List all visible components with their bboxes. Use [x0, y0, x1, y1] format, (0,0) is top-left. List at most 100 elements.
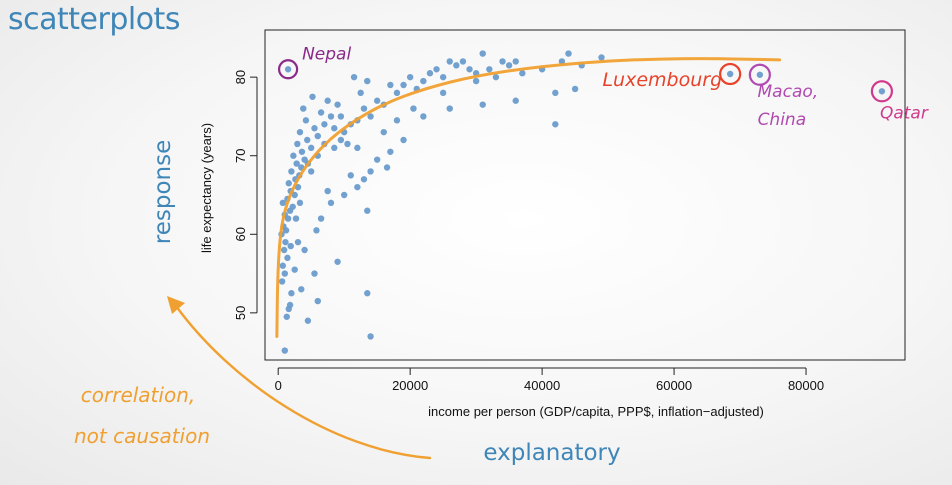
data-point	[324, 187, 331, 195]
trend-curve-group	[275, 57, 782, 338]
data-point	[317, 215, 325, 222]
data-point	[317, 109, 325, 116]
data-point	[301, 246, 308, 254]
data-point	[281, 347, 288, 354]
data-point	[446, 58, 453, 65]
data-point	[314, 297, 321, 305]
data-point	[459, 58, 467, 65]
data-point	[288, 168, 295, 175]
data-point	[439, 73, 447, 81]
data-point	[357, 89, 364, 97]
data-point	[307, 168, 315, 175]
data-points-group	[278, 50, 886, 354]
data-point	[387, 81, 394, 89]
data-point	[598, 54, 605, 61]
data-point	[281, 270, 288, 277]
data-point	[400, 81, 407, 89]
data-point	[288, 290, 295, 297]
data-point	[289, 203, 296, 210]
data-point	[280, 246, 288, 254]
x-tick-label: 40000	[524, 378, 560, 393]
data-point	[420, 113, 427, 120]
data-point	[387, 148, 394, 155]
x-tick-label: 0	[275, 378, 282, 393]
data-point	[324, 97, 331, 104]
data-point	[756, 71, 764, 78]
x-tick-label: 60000	[656, 378, 692, 393]
data-point	[293, 160, 300, 167]
x-axis-label: income per person (GDP/capita, PPP$, inf…	[428, 404, 764, 419]
correlation-arrowhead-icon	[167, 296, 185, 314]
data-point	[393, 89, 401, 97]
data-point	[726, 70, 734, 78]
data-point	[354, 183, 361, 191]
data-point	[367, 113, 374, 120]
data-point	[298, 148, 306, 155]
data-point	[290, 152, 297, 159]
data-point	[311, 270, 318, 277]
data-point	[354, 144, 361, 152]
data-point	[292, 215, 300, 222]
data-point	[486, 66, 493, 73]
explanatory-label: explanatory	[483, 440, 620, 466]
data-point	[283, 313, 290, 320]
data-point	[279, 262, 287, 269]
data-point	[278, 278, 286, 285]
y-tick-label: 80	[233, 70, 248, 84]
data-point	[558, 58, 566, 65]
data-point	[565, 50, 572, 57]
data-point	[321, 121, 328, 128]
annotation-label: Nepal	[302, 44, 351, 64]
y-axis-label: life expectancy (years)	[199, 123, 214, 253]
data-point	[466, 66, 473, 73]
plot-frame-group: 0 20000 40000 60000 80000 50 60 70 80	[233, 29, 906, 393]
highlight-ring	[277, 59, 299, 80]
data-point	[309, 93, 316, 100]
data-point	[298, 286, 305, 293]
data-point	[304, 317, 312, 324]
data-point	[294, 238, 302, 246]
data-point	[302, 117, 310, 124]
data-point	[878, 88, 886, 95]
data-point	[296, 128, 304, 136]
data-point	[284, 254, 291, 262]
annotation-label: China	[758, 110, 807, 130]
data-point	[406, 73, 414, 81]
data-point	[347, 172, 354, 179]
annotation-label: Qatar	[880, 103, 929, 123]
data-point	[327, 199, 335, 207]
data-point	[331, 125, 338, 132]
data-point	[364, 77, 371, 85]
data-point	[552, 89, 559, 97]
data-point	[304, 136, 311, 144]
data-point	[291, 266, 298, 273]
data-point	[337, 113, 345, 120]
data-point	[426, 70, 434, 77]
data-point	[331, 144, 338, 152]
data-point	[373, 156, 381, 163]
highlight-ring	[870, 80, 894, 103]
data-point	[453, 62, 460, 69]
data-point	[383, 164, 391, 171]
data-point	[410, 105, 417, 112]
data-point	[279, 199, 287, 207]
correlation-arrow	[174, 304, 432, 460]
x-tick-label: 20000	[392, 378, 428, 393]
data-point	[300, 105, 307, 112]
data-point	[479, 50, 486, 57]
data-point	[286, 301, 294, 309]
data-point	[314, 132, 321, 140]
data-point	[334, 258, 341, 265]
annotation-label: Luxembourg	[602, 69, 722, 91]
data-point	[294, 140, 301, 148]
data-point	[364, 207, 371, 214]
highlight-ring	[719, 62, 742, 86]
data-point	[571, 85, 579, 93]
data-point	[499, 58, 506, 65]
data-point	[512, 97, 519, 104]
data-point	[505, 62, 513, 69]
data-point	[311, 125, 318, 132]
data-point	[364, 290, 371, 297]
